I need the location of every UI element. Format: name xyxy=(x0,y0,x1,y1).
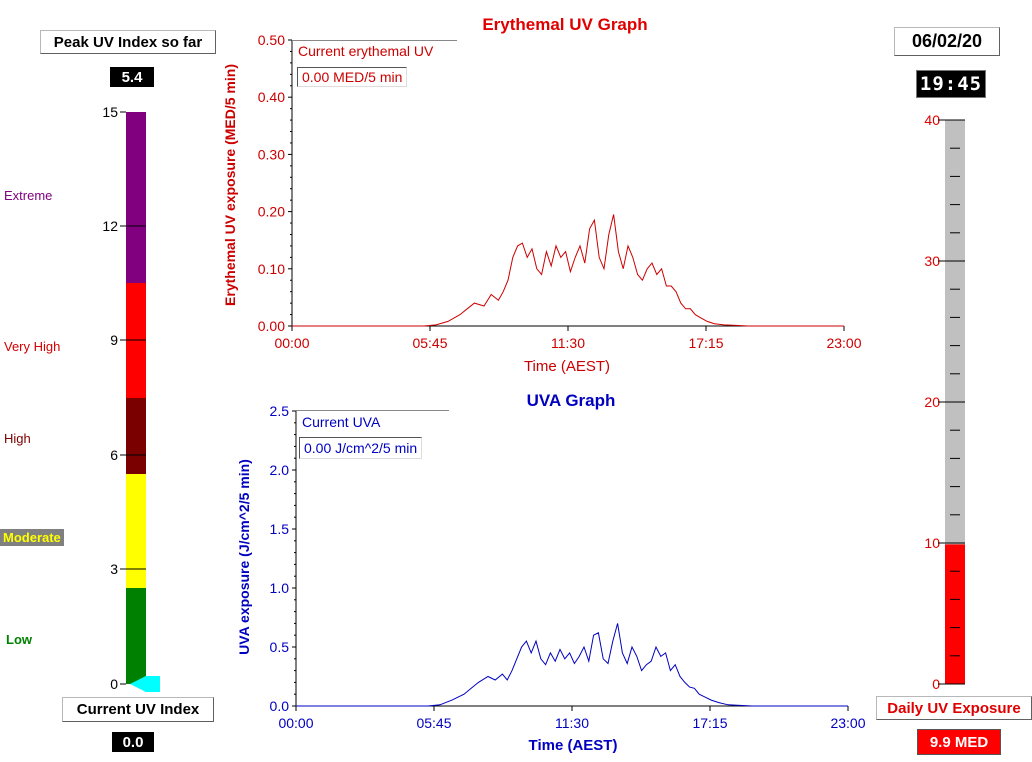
time-display: 19:45 xyxy=(916,70,986,98)
erythemal-title: Erythemal UV Graph xyxy=(482,15,647,34)
uva-title: UVA Graph xyxy=(527,391,616,410)
daily-tick-20: 20 xyxy=(924,394,940,410)
erythemal-ytick-label: 0.20 xyxy=(258,204,285,220)
erythemal-legend: Current erythemal UV 0.00 MED/5 min xyxy=(292,40,457,91)
uva-xtick-label: 23:00 xyxy=(830,715,865,731)
uv-index-scale: 0 3 6 9 12 15 xyxy=(102,104,160,692)
erythemal-chart: Erythemal UV Graph Erythemal UV exposure… xyxy=(222,15,862,375)
uv-band-high xyxy=(126,398,146,474)
uv-category-very-high: Very High xyxy=(4,339,61,354)
daily-tick-40: 40 xyxy=(924,112,940,128)
erythemal-xtick-label: 11:30 xyxy=(551,335,585,351)
erythemal-ytick-label: 0.00 xyxy=(258,318,285,334)
erythemal-ytick-label: 0.10 xyxy=(258,261,285,277)
uv-band-extreme xyxy=(126,112,146,283)
peak-uv-title: Peak UV Index so far xyxy=(40,30,216,54)
uva-legend: Current UVA 0.00 J/cm^2/5 min xyxy=(296,410,449,466)
daily-exposure-gauge: 0 10 20 30 40 xyxy=(924,112,965,692)
uv-tick-0: 0 xyxy=(110,676,118,692)
uva-xlabel: Time (AEST) xyxy=(529,737,618,754)
erythemal-xlabel: Time (AEST) xyxy=(524,358,610,375)
uva-xtick-label: 00:00 xyxy=(278,715,313,731)
erythemal-ytick-label: 0.40 xyxy=(258,89,285,105)
daily-tick-30: 30 xyxy=(924,253,940,269)
uv-category-extreme: Extreme xyxy=(4,188,53,203)
erythemal-ytick-label: 0.50 xyxy=(258,32,285,48)
uva-ylabel: UVA exposure (J/cm^2/5 min) xyxy=(236,459,252,655)
current-uv-pointer xyxy=(130,676,160,692)
erythemal-legend-title: Current erythemal UV xyxy=(298,43,434,59)
daily-tick-10: 10 xyxy=(924,535,940,551)
uv-tick-15: 15 xyxy=(102,104,118,120)
uva-ytick-label: 1.5 xyxy=(270,521,290,537)
uv-band-moderate xyxy=(126,474,146,588)
current-uv-title: Current UV Index xyxy=(62,697,214,722)
uva-xtick-label: 11:30 xyxy=(555,715,589,731)
uva-legend-value: 0.00 J/cm^2/5 min xyxy=(299,437,423,459)
daily-exposure-value: 9.9 MED xyxy=(917,729,1001,755)
daily-tick-0: 0 xyxy=(932,676,940,692)
erythemal-xtick-label: 23:00 xyxy=(826,335,861,351)
erythemal-series-line xyxy=(292,214,844,327)
uva-xtick-label: 17:15 xyxy=(692,715,727,731)
uv-category-moderate: Moderate xyxy=(0,529,64,546)
uv-category-low: Low xyxy=(6,632,32,647)
uv-band-low xyxy=(126,588,146,684)
daily-exposure-fill xyxy=(945,544,965,684)
current-uv-value: 0.0 xyxy=(112,732,154,752)
uv-tick-12: 12 xyxy=(102,218,118,234)
uv-tick-3: 3 xyxy=(110,561,118,577)
erythemal-xtick-label: 05:45 xyxy=(412,335,447,351)
uva-ytick-label: 1.0 xyxy=(270,580,290,596)
uva-chart: UVA Graph UVA exposure (J/cm^2/5 min) 0.… xyxy=(236,391,866,754)
uv-category-high: High xyxy=(4,431,31,446)
uva-ytick-label: 2.0 xyxy=(270,462,290,478)
peak-uv-value: 5.4 xyxy=(110,67,154,87)
uva-series-line xyxy=(296,623,848,707)
date-display: 06/02/20 xyxy=(894,27,1000,56)
uva-legend-title: Current UVA xyxy=(302,414,381,430)
erythemal-xtick-label: 00:00 xyxy=(274,335,309,351)
erythemal-legend-value: 0.00 MED/5 min xyxy=(297,67,408,87)
erythemal-xtick-label: 17:15 xyxy=(688,335,723,351)
daily-exposure-title: Daily UV Exposure xyxy=(876,696,1032,720)
uv-tick-9: 9 xyxy=(110,332,118,348)
uva-ytick-label: 2.5 xyxy=(270,403,290,419)
uva-ytick-label: 0.5 xyxy=(270,639,290,655)
uva-xtick-label: 05:45 xyxy=(416,715,451,731)
uva-ytick-label: 0.0 xyxy=(270,698,290,714)
erythemal-ytick-label: 0.30 xyxy=(258,146,285,162)
erythemal-ylabel: Erythemal UV exposure (MED/5 min) xyxy=(222,64,238,306)
uv-tick-6: 6 xyxy=(110,447,118,463)
